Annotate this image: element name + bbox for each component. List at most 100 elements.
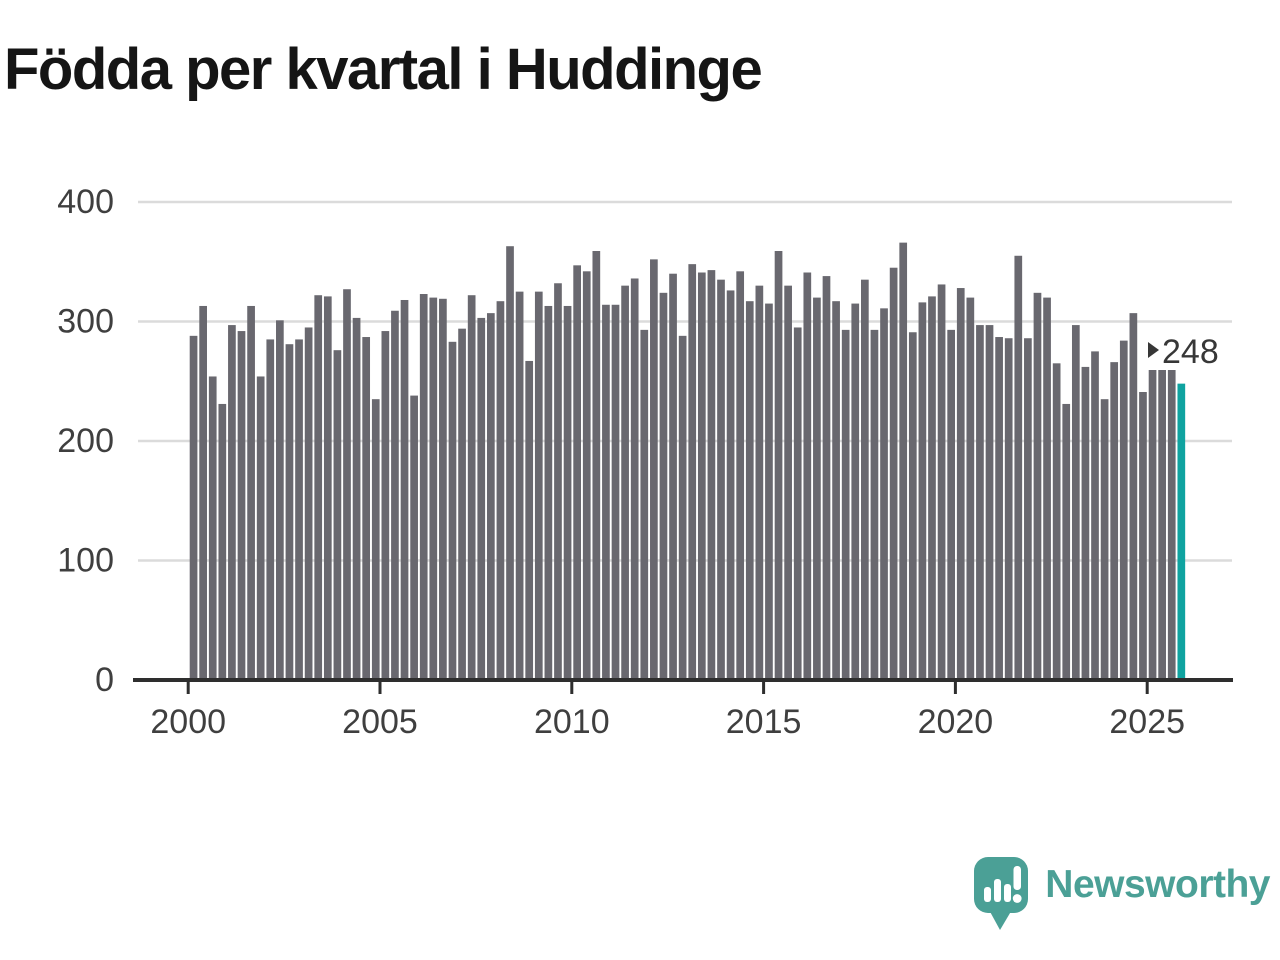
x-tick-label: 2015 <box>726 703 802 741</box>
bar <box>822 276 831 680</box>
bar <box>755 285 764 680</box>
bar <box>774 251 783 680</box>
bar <box>1110 362 1119 680</box>
bar <box>525 360 534 680</box>
x-tick-label: 2005 <box>342 703 418 741</box>
y-tick-label: 300 <box>57 303 114 341</box>
bar <box>985 325 994 680</box>
bar <box>247 305 255 680</box>
bar <box>793 327 802 680</box>
bar <box>621 285 629 680</box>
annotation-value-label: 248 <box>1162 333 1219 371</box>
bar <box>630 278 639 680</box>
bar <box>477 317 486 680</box>
bar <box>1148 366 1157 680</box>
bar <box>218 403 227 680</box>
bar <box>496 301 505 680</box>
bar <box>1071 325 1080 680</box>
bar <box>640 329 649 680</box>
bar <box>1158 368 1166 680</box>
bar <box>544 305 553 680</box>
bar <box>928 296 936 680</box>
bar <box>889 267 898 680</box>
bar <box>736 271 745 680</box>
bar <box>563 305 572 680</box>
bar <box>352 317 361 680</box>
bar <box>611 304 620 680</box>
bar <box>1119 340 1128 680</box>
newsworthy-logo-text: Newsworthy <box>1045 863 1270 906</box>
bar <box>295 339 303 680</box>
bar <box>678 335 687 680</box>
bar <box>448 341 457 680</box>
bar <box>717 279 725 680</box>
x-tick-label: 2000 <box>150 703 226 741</box>
newsworthy-logo: Newsworthy <box>973 856 1270 937</box>
y-tick-label: 200 <box>57 422 114 460</box>
bar <box>966 297 975 680</box>
bar <box>976 325 984 680</box>
bar <box>199 305 207 680</box>
bar <box>784 285 792 680</box>
bar <box>410 395 418 680</box>
bar <box>208 376 217 680</box>
chart-title: Födda per kvartal i Huddinge <box>4 37 763 102</box>
bar <box>1014 255 1023 680</box>
bar <box>1081 366 1090 680</box>
bar-chart-plot: 0 100 200 300 400 2000 2005 2010 2015 2020 2025 248 <box>0 120 1280 800</box>
bar <box>333 350 342 680</box>
bar <box>1033 292 1042 680</box>
bar <box>515 291 524 681</box>
bar <box>1004 338 1013 680</box>
bar <box>861 279 869 680</box>
bar <box>995 337 1003 680</box>
bar <box>669 273 677 680</box>
bar <box>189 335 198 680</box>
bar <box>841 329 850 680</box>
bar <box>419 294 428 680</box>
bar <box>362 337 371 680</box>
bar <box>1052 363 1061 680</box>
bar <box>573 265 581 680</box>
bar <box>688 264 697 680</box>
bar <box>1100 399 1109 680</box>
bar <box>1043 297 1051 680</box>
bar <box>391 310 399 680</box>
bar <box>803 272 812 680</box>
newsworthy-logo-icon <box>973 856 1029 937</box>
bar <box>947 329 956 680</box>
bar <box>880 308 888 680</box>
bar-highlight-latest <box>1177 383 1186 680</box>
bar <box>381 331 390 680</box>
bar <box>1167 368 1176 680</box>
bar <box>918 302 927 680</box>
bar <box>1091 351 1099 681</box>
bar <box>256 376 265 680</box>
bar <box>650 259 658 680</box>
bar <box>745 301 754 680</box>
bar <box>429 297 438 680</box>
bar <box>1062 403 1071 680</box>
bar <box>343 289 351 680</box>
bar <box>659 292 668 680</box>
bar <box>276 320 284 680</box>
bar <box>371 399 380 680</box>
bar-chart-svg: 0 100 200 300 400 2000 2005 2010 2015 2020 2025 248 <box>57 183 1233 741</box>
x-tick-label: 2025 <box>1109 703 1185 741</box>
bar <box>937 284 946 680</box>
bar <box>956 288 965 680</box>
bar <box>697 272 706 680</box>
bar <box>439 298 447 680</box>
bar <box>266 339 275 680</box>
bar <box>228 325 236 680</box>
bar <box>726 290 735 680</box>
bar <box>400 299 409 680</box>
bar <box>765 303 773 680</box>
bar <box>592 251 601 680</box>
bar <box>870 329 879 680</box>
bar <box>323 296 332 680</box>
bar <box>908 332 917 680</box>
bar <box>851 303 860 680</box>
bar <box>813 297 821 680</box>
